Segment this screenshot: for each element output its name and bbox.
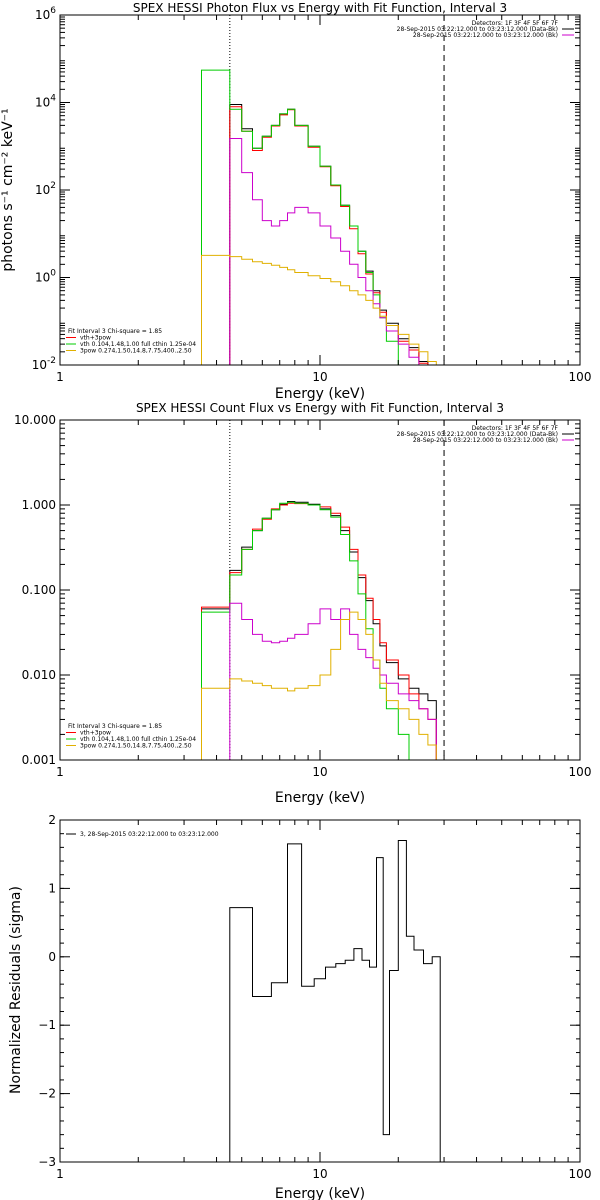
y-tick-label: −3 — [38, 1155, 56, 1169]
count-flux-legend: Fit Interval 3 Chi-square = 1.85vth+3pow… — [66, 723, 196, 750]
info-line: 28-Sep-2015 03:22:12.000 to 03:23:12.000… — [397, 431, 558, 438]
x-tick-label: 10 — [312, 1167, 327, 1181]
count-flux-panel: SPEX HESSI Count Flux vs Energy with Fit… — [14, 401, 591, 806]
photon-flux-ylabel: photons s⁻¹ cm⁻² keV⁻¹ — [0, 108, 16, 271]
residuals-legend: 3, 28-Sep-2015 03:22:12.000 to 03:23:12.… — [66, 831, 219, 838]
residuals-ticks: 1 10 100 −3 −2 −1 0 1 2 — [38, 813, 591, 1181]
magenta-series-line — [229, 602, 445, 760]
info-line: Detectors: 1F 3F 4F 5F 6F 7F — [472, 425, 559, 432]
y-tick-exponent: 4 — [50, 94, 56, 104]
magenta-series-line — [229, 138, 445, 365]
yellow-series-line — [201, 611, 445, 760]
photon-flux-ticks: 1 10 100 10-2 100 102 104 106 — [32, 6, 592, 384]
y-tick-label: 0.001 — [22, 753, 56, 767]
legend-line: Fit Interval 3 Chi-square = 1.85 — [68, 723, 162, 730]
info-line: 28-Sep-2015 03:22:12.000 to 03:23:12.000… — [397, 26, 558, 33]
x-tick-label: 1 — [56, 370, 64, 384]
info-line: 28-Sep-2015 03:22:12.000 to 03:23:12.000… — [413, 32, 558, 39]
count-flux-info-box: Detectors: 1F 3F 4F 5F 6F 7F28-Sep-2015 … — [397, 425, 574, 444]
residuals-plot-area — [229, 840, 441, 1162]
legend-line: 3, 28-Sep-2015 03:22:12.000 to 03:23:12.… — [80, 831, 219, 838]
x-tick-label: 100 — [569, 370, 592, 384]
count-flux-ticks: 1 10 100 0.001 0.010 0.100 1.000 10.000 — [14, 413, 591, 779]
y-tick-label: 104 — [35, 94, 56, 110]
y-tick-label: 1 — [48, 881, 56, 895]
info-line: 28-Sep-2015 03:22:12.000 to 03:23:12.000… — [413, 437, 558, 444]
y-tick-label: 106 — [35, 6, 56, 22]
series-group — [229, 840, 441, 1162]
yellow-series-line — [201, 254, 445, 365]
y-tick-exponent: -2 — [47, 356, 56, 366]
y-tick-label: 10-2 — [32, 356, 56, 372]
green-series-line — [201, 69, 428, 365]
y-tick-exponent: 2 — [50, 181, 56, 191]
green-series-line — [201, 501, 445, 760]
legend-line: vth+3pow — [80, 335, 111, 342]
y-tick-label: −1 — [38, 1018, 56, 1032]
residuals-frame — [59, 819, 581, 1163]
y-tick-label: 10.000 — [14, 413, 56, 427]
y-tick-exponent: 0 — [50, 269, 56, 279]
y-tick-label: −2 — [38, 1087, 56, 1101]
black-series-line — [229, 840, 441, 1162]
count-flux-xlabel: Energy (keV) — [275, 790, 365, 806]
photon-flux-title: SPEX HESSI Photon Flux vs Energy with Fi… — [133, 1, 507, 15]
residuals-panel: Normalized Residuals (sigma) Energy (keV… — [8, 813, 591, 1200]
count-flux-plot-area — [201, 420, 445, 760]
y-tick-label: 0.100 — [22, 583, 56, 597]
legend-line: 3pow 0.274,1.50,14.8,7.75,400.,2.50 — [80, 348, 192, 355]
photon-flux-panel: SPEX HESSI Photon Flux vs Energy with Fi… — [0, 1, 591, 402]
series-group — [201, 15, 445, 365]
x-tick-label: 1 — [56, 1167, 64, 1181]
legend-line: vth+3pow — [80, 730, 111, 737]
count-flux-title: SPEX HESSI Count Flux vs Energy with Fit… — [136, 401, 504, 415]
x-tick-label: 100 — [569, 1167, 592, 1181]
y-tick-label: 100 — [35, 269, 56, 285]
legend-line: Fit Interval 3 Chi-square = 1.85 — [68, 328, 162, 335]
y-tick-label: 2 — [48, 813, 56, 827]
x-tick-label: 10 — [312, 370, 327, 384]
red-series-line — [201, 502, 445, 760]
y-tick-label: 1.000 — [22, 498, 56, 512]
series-group — [201, 420, 445, 760]
x-tick-label: 100 — [569, 765, 592, 779]
legend-line: vth 0.104,1.48,1.00 full cthin 1.25e-04 — [80, 341, 196, 348]
y-tick-label: 0.010 — [22, 668, 56, 682]
x-tick-label: 10 — [312, 765, 327, 779]
y-tick-label: 0 — [48, 950, 56, 964]
residuals-ylabel: Normalized Residuals (sigma) — [8, 886, 24, 1094]
photon-flux-plot-area — [201, 15, 445, 365]
legend-line: 3pow 0.274,1.50,14.8,7.75,400.,2.50 — [80, 743, 192, 750]
residuals-xlabel: Energy (keV) — [275, 1186, 365, 1200]
photon-flux-legend: Fit Interval 3 Chi-square = 1.85vth+3pow… — [66, 328, 196, 355]
photon-flux-frame — [59, 14, 581, 366]
photon-flux-xlabel: Energy (keV) — [275, 386, 365, 402]
y-tick-exponent: 6 — [50, 6, 56, 16]
black-series-line — [201, 501, 445, 760]
count-flux-frame — [59, 419, 581, 761]
info-line: Detectors: 1F 3F 4F 5F 6F 7F — [472, 20, 559, 27]
photon-flux-info-box: Detectors: 1F 3F 4F 5F 6F 7F28-Sep-2015 … — [397, 20, 574, 39]
legend-line: vth 0.104,1.48,1.00 full cthin 1.25e-04 — [80, 736, 196, 743]
y-tick-label: 102 — [35, 181, 56, 197]
x-tick-label: 1 — [56, 765, 64, 779]
